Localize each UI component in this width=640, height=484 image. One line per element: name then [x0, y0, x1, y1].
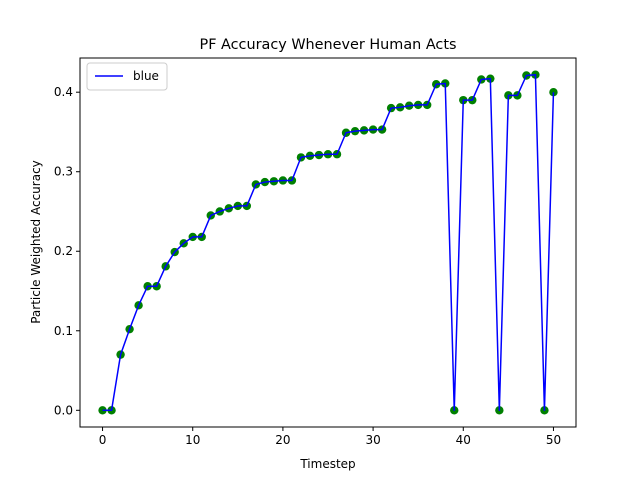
y-tick-label: 0.3 [54, 165, 73, 179]
legend: blue [86, 62, 168, 91]
x-tick-label: 0 [99, 433, 107, 447]
legend-entry-blue: blue [133, 69, 159, 83]
x-tick-label: 40 [456, 433, 471, 447]
legend-box [86, 62, 168, 91]
y-tick-label: 0.0 [54, 403, 73, 417]
chart-title: PF Accuracy Whenever Human Acts [200, 37, 457, 53]
plot-area [98, 70, 558, 415]
plot-frame [79, 57, 577, 428]
y-tick-label: 0.2 [54, 244, 73, 258]
y-axis-label: Particle Weighted Accuracy [29, 160, 43, 324]
y-tick-label: 0.4 [54, 85, 73, 99]
x-tick-label: 50 [546, 433, 561, 447]
x-axis: 0 10 20 30 40 50 [99, 427, 561, 447]
y-axis: 0.0 0.1 0.2 0.3 0.4 [54, 85, 80, 417]
x-tick-label: 10 [185, 433, 200, 447]
series-line-blue [102, 73, 555, 412]
data-point [98, 406, 107, 415]
y-tick-label: 0.1 [54, 324, 73, 338]
x-tick-label: 30 [365, 433, 380, 447]
x-axis-label: Timestep [299, 457, 355, 471]
data-point [549, 87, 558, 97]
x-tick-label: 20 [275, 433, 290, 447]
